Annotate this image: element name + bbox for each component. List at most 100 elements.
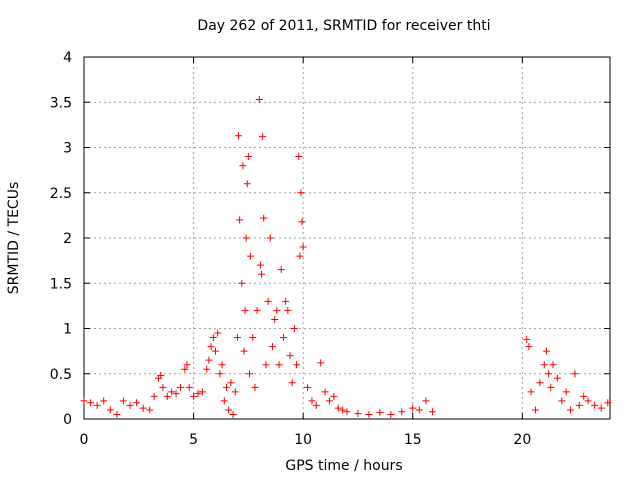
x-tick-label: 5 [189, 432, 198, 448]
data-point [545, 370, 553, 378]
grid [83, 56, 610, 420]
data-point [325, 397, 333, 405]
data-point [284, 306, 292, 314]
data-point [264, 297, 272, 305]
data-point [523, 335, 531, 343]
data-point [247, 252, 255, 260]
data-point [547, 383, 555, 391]
data-point [334, 404, 342, 412]
data-point [304, 383, 312, 391]
data-point [205, 356, 213, 364]
data-point [243, 180, 251, 188]
data-point [222, 383, 230, 391]
data-point [253, 306, 261, 314]
y-tick-label: 1 [63, 322, 72, 338]
data-point [159, 383, 167, 391]
data-point [207, 343, 215, 351]
data-point [249, 334, 257, 342]
data-point [275, 361, 283, 369]
data-point [236, 216, 244, 224]
data-point [218, 361, 226, 369]
data-point [549, 361, 557, 369]
data-point [536, 379, 544, 387]
data-point [299, 243, 307, 251]
data-point [365, 410, 373, 418]
data-point [525, 343, 533, 351]
axis-ticks [83, 56, 610, 420]
data-point [176, 383, 184, 391]
data-point [194, 390, 202, 398]
data-point [428, 408, 436, 416]
data-point [312, 401, 320, 409]
data-point [255, 96, 263, 104]
data-point [220, 397, 228, 405]
data-point [163, 392, 171, 400]
y-tick-label: 3 [63, 141, 72, 157]
data-point [415, 406, 423, 414]
data-point [422, 397, 430, 405]
data-point [527, 388, 535, 396]
data-point [150, 392, 158, 400]
data-point [540, 361, 548, 369]
data-point [183, 361, 191, 369]
data-point [238, 279, 246, 287]
data-point [181, 365, 189, 373]
data-point [591, 401, 599, 409]
data-point [245, 370, 253, 378]
data-point [157, 372, 165, 380]
data-point [273, 306, 281, 314]
data-point [317, 359, 325, 367]
data-point [214, 329, 222, 337]
data-point [282, 297, 290, 305]
data-point [330, 392, 338, 400]
data-point [571, 370, 579, 378]
data-point [376, 409, 384, 417]
data-point [321, 388, 329, 396]
data-point [297, 189, 305, 197]
data-point [233, 334, 241, 342]
data-point [387, 410, 395, 418]
data-point [266, 234, 274, 242]
data-point [203, 365, 211, 373]
data-point [290, 325, 298, 332]
data-point [244, 153, 252, 161]
data-point [409, 404, 417, 412]
data-point [242, 234, 250, 242]
data-point [271, 315, 279, 323]
data-point [133, 399, 141, 407]
y-tick-label: 0 [63, 412, 72, 428]
data-points [80, 96, 612, 418]
data-point [293, 361, 301, 369]
data-point [241, 306, 249, 314]
data-point [259, 133, 267, 141]
data-point [288, 379, 296, 387]
data-point [229, 410, 237, 418]
y-tick-label: 3.5 [50, 95, 72, 111]
data-point [235, 132, 243, 140]
data-point [562, 388, 570, 396]
data-point [256, 261, 264, 269]
x-tick-label: 15 [404, 432, 422, 448]
y-axis-label: SRMTID / TECUs [6, 182, 22, 295]
data-point [227, 379, 235, 387]
data-point [262, 361, 270, 369]
data-point [113, 410, 121, 418]
y-tick-label: 0.5 [50, 367, 72, 383]
data-point [296, 252, 304, 260]
data-point [295, 153, 303, 161]
data-point [298, 218, 306, 226]
data-point [398, 408, 406, 416]
data-point [212, 347, 219, 355]
data-point [567, 406, 575, 414]
data-point [575, 401, 583, 409]
x-axis-label: GPS time / hours [285, 458, 402, 474]
data-point [580, 392, 588, 400]
data-point [190, 392, 198, 400]
data-point [198, 388, 206, 396]
y-tick-label: 4 [63, 50, 72, 66]
data-point [172, 390, 180, 398]
data-point [119, 397, 127, 405]
data-point [604, 399, 612, 407]
data-point [279, 334, 287, 342]
